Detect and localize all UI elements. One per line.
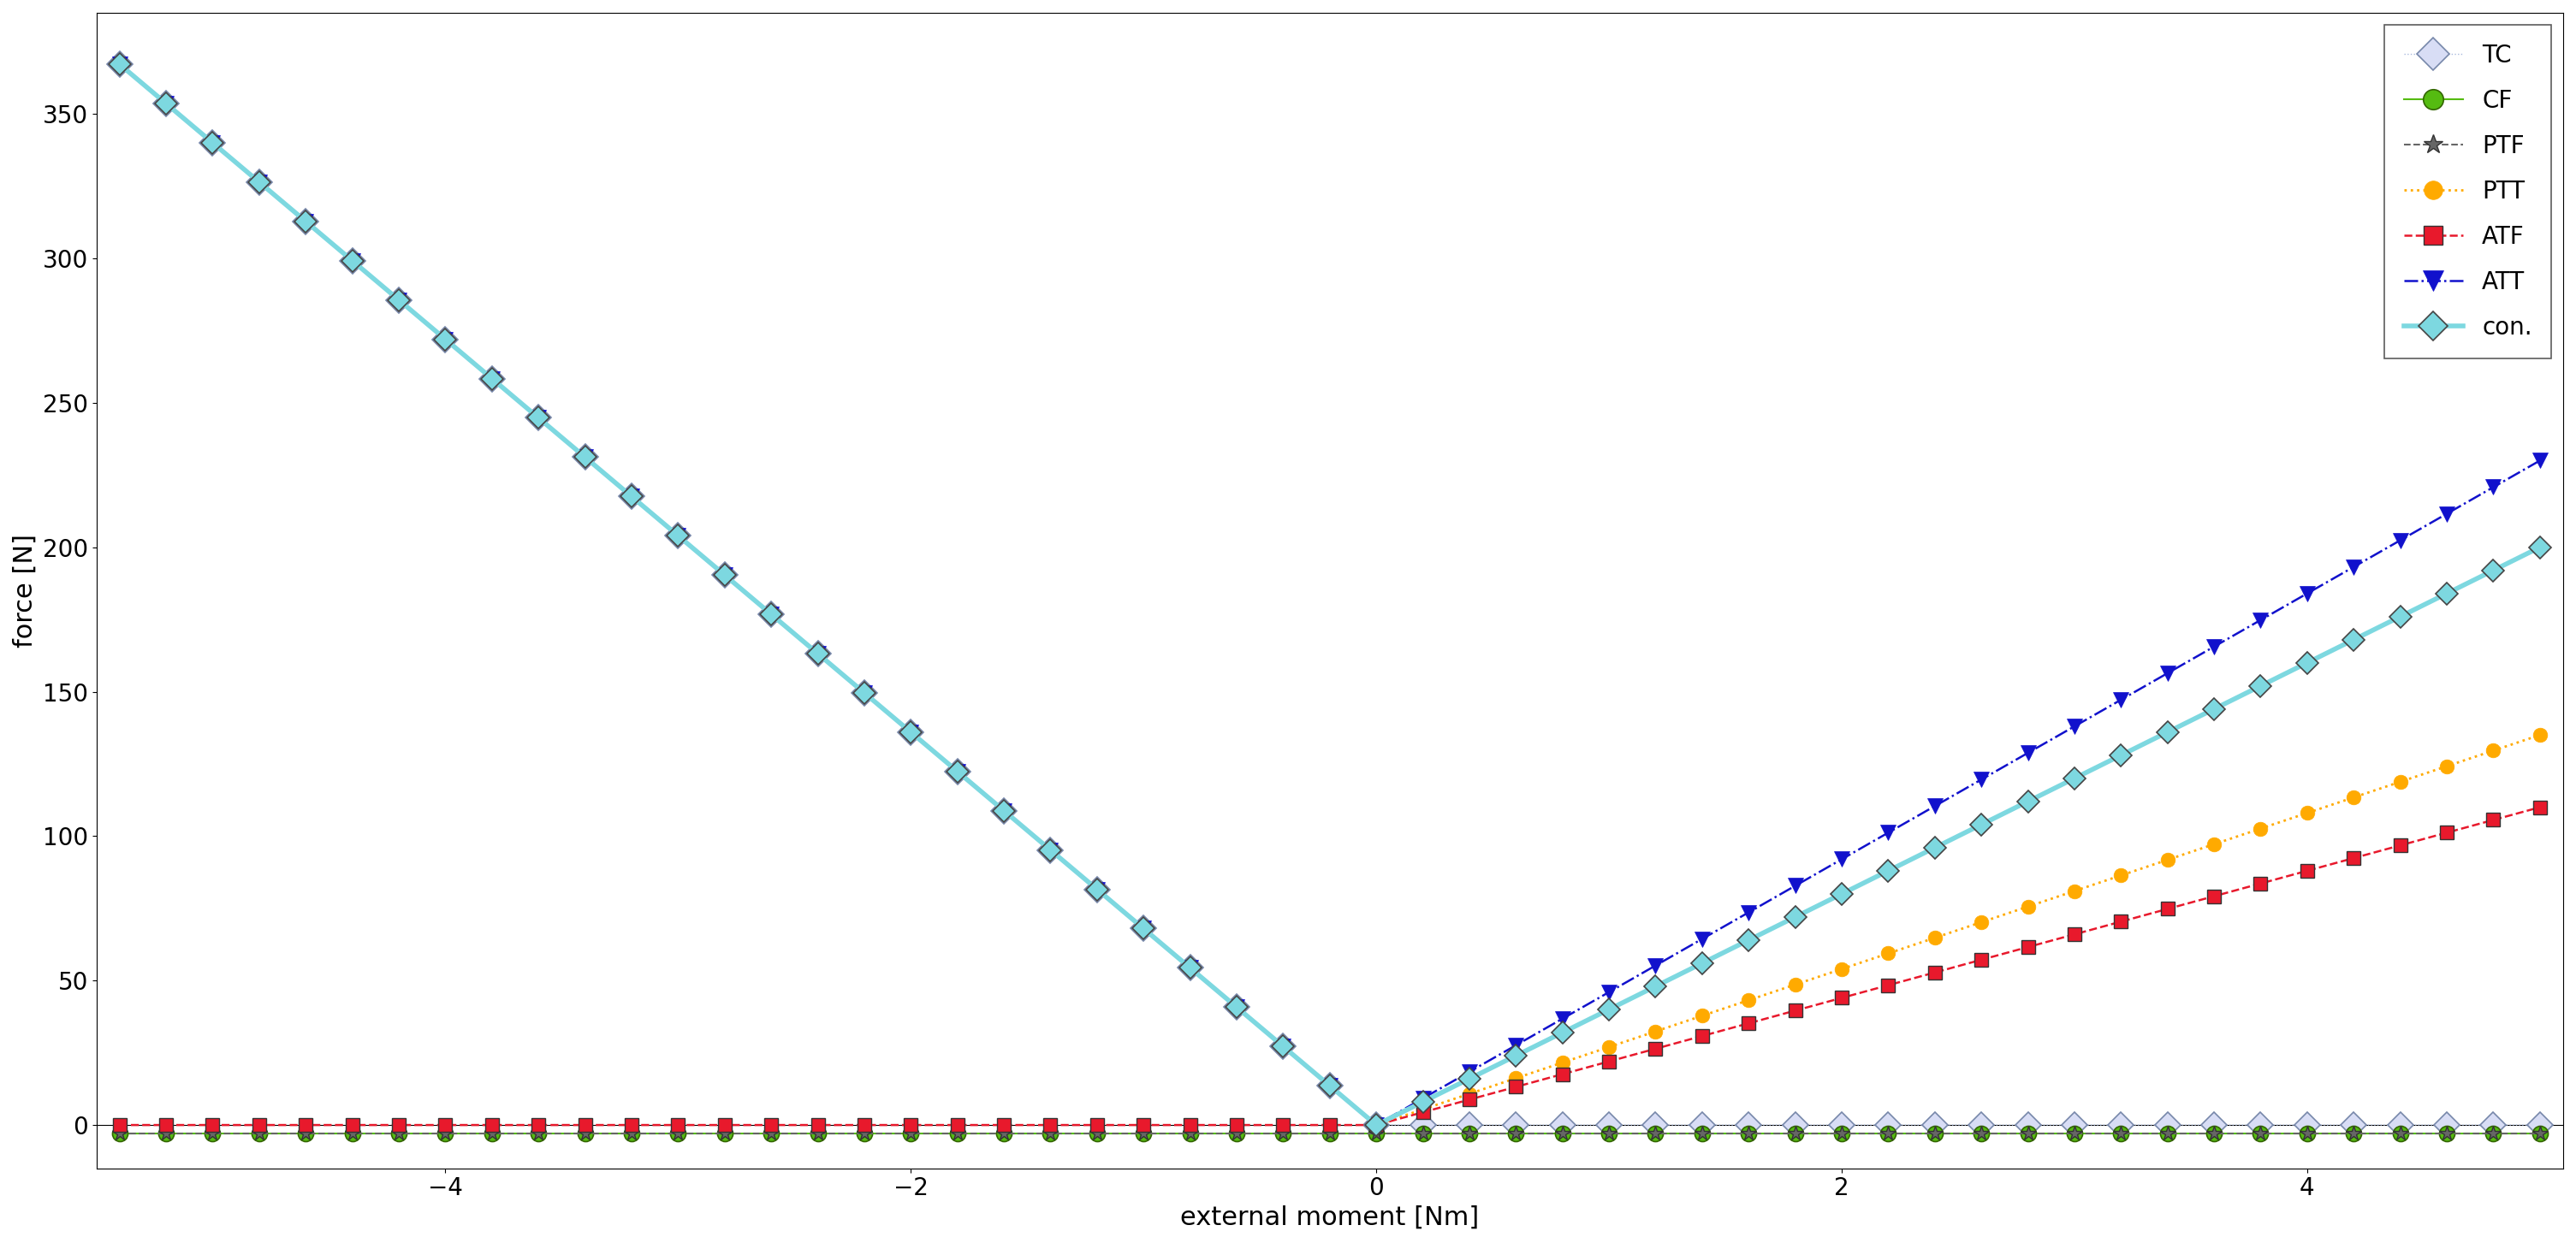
con. bbox=[1687, 956, 1718, 971]
con. bbox=[103, 57, 134, 72]
TC bbox=[2293, 1117, 2324, 1132]
ATT bbox=[103, 57, 134, 72]
ATF bbox=[1965, 952, 1996, 967]
TC bbox=[2524, 1117, 2555, 1132]
Line: PTF: PTF bbox=[111, 1126, 2548, 1141]
ATF bbox=[755, 1117, 786, 1132]
Line: ATF: ATF bbox=[113, 800, 2548, 1132]
PTF bbox=[755, 1126, 786, 1141]
CF bbox=[1641, 1126, 1672, 1141]
con. bbox=[2012, 794, 2043, 809]
ATF bbox=[103, 1117, 134, 1132]
Line: ATT: ATT bbox=[111, 56, 2548, 1132]
TC bbox=[1687, 1117, 1718, 1132]
ATT bbox=[1548, 1012, 1579, 1027]
PTF bbox=[1965, 1126, 1996, 1141]
CF bbox=[1965, 1126, 1996, 1141]
CF bbox=[2246, 1126, 2277, 1141]
Legend: TC, CF, PTF, PTT, ATF, ATT, con.: TC, CF, PTF, PTT, ATF, ATT, con. bbox=[2385, 25, 2550, 359]
TC bbox=[103, 57, 134, 72]
X-axis label: external moment [Nm]: external moment [Nm] bbox=[1180, 1206, 1479, 1231]
TC bbox=[1595, 1117, 1625, 1132]
PTF bbox=[2524, 1126, 2555, 1141]
CF bbox=[1548, 1126, 1579, 1141]
con. bbox=[1595, 1002, 1625, 1017]
ATF bbox=[1641, 1042, 1672, 1057]
CF bbox=[1499, 1126, 1530, 1141]
PTT bbox=[2524, 727, 2555, 742]
PTT bbox=[1687, 1008, 1718, 1023]
con. bbox=[755, 607, 786, 622]
PTF bbox=[1641, 1126, 1672, 1141]
ATT bbox=[1687, 931, 1718, 946]
ATT bbox=[2524, 454, 2555, 469]
PTT bbox=[1360, 1117, 1391, 1132]
Y-axis label: force [N]: force [N] bbox=[13, 533, 39, 648]
CF bbox=[103, 1126, 134, 1141]
con. bbox=[2293, 655, 2324, 670]
PTF bbox=[1548, 1126, 1579, 1141]
con. bbox=[2524, 539, 2555, 554]
con. bbox=[1360, 1117, 1391, 1132]
PTT bbox=[2293, 805, 2324, 820]
Line: CF: CF bbox=[111, 1126, 2548, 1141]
TC bbox=[1360, 1117, 1391, 1132]
TC bbox=[755, 607, 786, 622]
PTF bbox=[1499, 1126, 1530, 1141]
ATF bbox=[2524, 799, 2555, 814]
TC bbox=[2012, 1117, 2043, 1132]
PTT bbox=[1548, 1055, 1579, 1070]
ATT bbox=[2293, 585, 2324, 600]
Line: PTT: PTT bbox=[113, 57, 2548, 1132]
CF bbox=[2524, 1126, 2555, 1141]
Line: con.: con. bbox=[111, 56, 2548, 1132]
ATT bbox=[1595, 984, 1625, 999]
CF bbox=[755, 1126, 786, 1141]
ATT bbox=[2012, 746, 2043, 761]
PTF bbox=[103, 1126, 134, 1141]
PTT bbox=[755, 607, 786, 622]
ATF bbox=[1499, 1079, 1530, 1094]
PTT bbox=[2012, 899, 2043, 914]
Line: TC: TC bbox=[111, 56, 2548, 1134]
con. bbox=[1548, 1025, 1579, 1040]
ATT bbox=[755, 607, 786, 622]
TC bbox=[1548, 1117, 1579, 1132]
PTF bbox=[2246, 1126, 2277, 1141]
ATT bbox=[1360, 1117, 1391, 1132]
ATF bbox=[2246, 876, 2277, 891]
PTT bbox=[103, 57, 134, 72]
PTT bbox=[1595, 1039, 1625, 1054]
ATF bbox=[1548, 1066, 1579, 1081]
